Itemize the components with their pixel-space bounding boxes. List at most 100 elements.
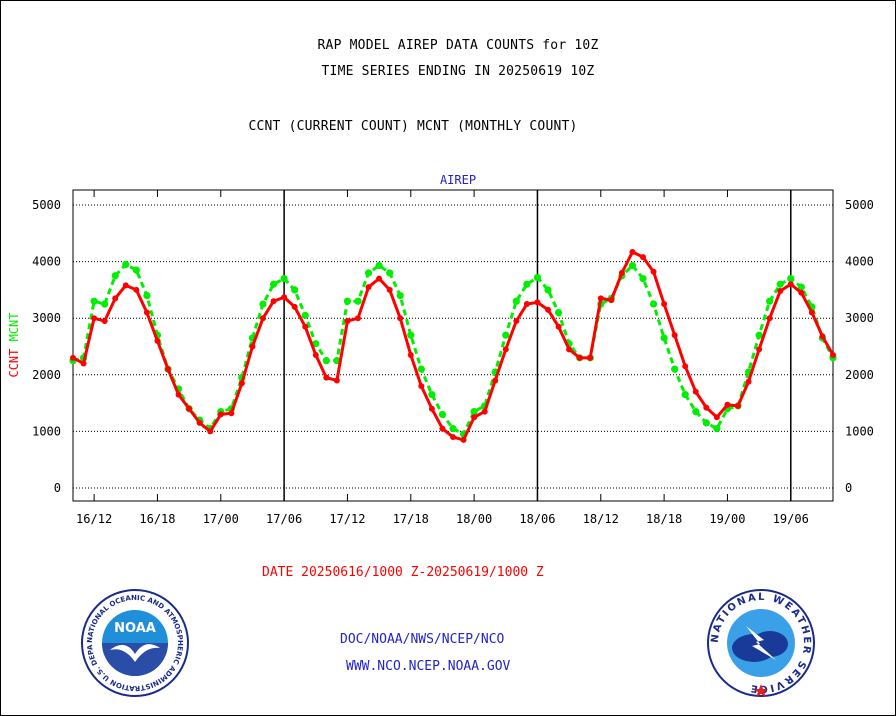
y-tick-label-right: 3000 (845, 311, 874, 325)
mcnt-data-point (797, 283, 805, 291)
mcnt-data-point (364, 269, 373, 277)
mcnt-data-point (343, 297, 352, 305)
x-tick-label: 18/00 (456, 512, 492, 526)
ccnt-data-point (80, 360, 87, 367)
mcnt-data-point (649, 300, 658, 308)
ccnt-data-point (555, 323, 562, 330)
ccnt-data-point (281, 294, 288, 301)
date-range-label: DATE 20250616/1000 Z-20250619/1000 Z (262, 565, 544, 580)
ccnt-data-point (618, 269, 625, 276)
x-tick-label: 17/06 (266, 512, 302, 526)
y-tick-label-left: 1000 (32, 424, 61, 438)
ccnt-data-point (133, 286, 140, 293)
mcnt-data-point (269, 280, 278, 288)
ccnt-data-point (819, 333, 826, 340)
mcnt-data-point (755, 331, 763, 339)
mcnt-data-point (660, 334, 668, 342)
ccnt-data-point (428, 405, 435, 412)
mcnt-data-point (787, 274, 795, 283)
ccnt-data-point (513, 318, 520, 325)
mcnt-data-point (291, 286, 299, 294)
mcnt-data-point (438, 410, 447, 419)
ccnt-data-point (724, 401, 731, 408)
mcnt-data-point (312, 340, 320, 348)
ccnt-data-point (439, 425, 446, 432)
plot-area (72, 189, 834, 502)
mcnt-data-point (702, 419, 710, 427)
ccnt-data-point (703, 404, 710, 411)
mcnt-data-point (386, 269, 394, 277)
ccnt-data-point (682, 363, 689, 370)
ccnt-data-point (186, 405, 193, 412)
ccnt-data-point (122, 282, 129, 289)
mcnt-data-point (407, 331, 415, 339)
ccnt-data-point (70, 354, 76, 361)
ccnt-data-point (365, 284, 372, 291)
ccnt-data-point (376, 275, 383, 282)
ccnt-data-point (196, 419, 203, 426)
mcnt-data-point (280, 274, 288, 283)
x-tick-label: 19/06 (773, 512, 809, 526)
y-tick-label-left: 3000 (32, 311, 61, 325)
ccnt-data-point (502, 346, 509, 353)
ccnt-data-point (608, 297, 615, 304)
ccnt-data-point (207, 428, 214, 435)
ccnt-data-point (471, 414, 478, 421)
mcnt-data-point (354, 297, 362, 305)
x-tick-label: 18/12 (583, 512, 619, 526)
ccnt-data-point (217, 411, 224, 418)
mcnt-data-point (639, 274, 647, 283)
ccnt-data-point (175, 391, 182, 398)
ccnt-data-point (597, 295, 604, 302)
x-tick-label: 17/12 (329, 512, 365, 526)
y-tick-label-right: 2000 (845, 368, 874, 382)
mcnt-data-point (111, 272, 119, 280)
ccnt-data-point (323, 374, 330, 381)
mcnt-data-point (671, 365, 679, 373)
mcnt-data-point (449, 424, 457, 433)
ccnt-data-point (492, 377, 499, 384)
ccnt-data-point (112, 295, 119, 302)
ccnt-data-point (344, 318, 351, 325)
ccnt-data-point (418, 383, 425, 390)
ccnt-data-point (291, 303, 298, 310)
ccnt-data-point (91, 315, 98, 322)
mcnt-data-point (512, 297, 520, 305)
ccnt-series-line (72, 250, 835, 442)
ccnt-data-point (386, 286, 393, 293)
x-tick-label: 17/18 (393, 512, 429, 526)
ccnt-data-point (154, 337, 161, 344)
x-tick-label: 17/00 (203, 512, 239, 526)
ccnt-axis-label: CCNT (7, 341, 21, 377)
mcnt-data-point (776, 280, 784, 288)
ccnt-data-point (143, 309, 150, 316)
mcnt-data-point (692, 407, 700, 416)
chart-title-line1: RAP MODEL AIREP DATA COUNTS for 10Z (317, 38, 599, 53)
mcnt-data-point (766, 297, 774, 305)
y-tick-label-right: 1000 (845, 424, 874, 438)
x-tick-label: 16/12 (76, 512, 112, 526)
mcnt-data-point (322, 357, 330, 365)
mcnt-data-point (628, 261, 637, 270)
ccnt-data-point (481, 408, 488, 415)
org-label: DOC/NOAA/NWS/NCEP/NCO (340, 632, 505, 647)
ccnt-data-point (460, 436, 467, 443)
ccnt-data-point (766, 315, 773, 322)
mcnt-data-point (554, 308, 563, 317)
mcnt-data-point (375, 261, 383, 270)
ccnt-data-point (661, 301, 668, 308)
ccnt-data-point (249, 343, 256, 350)
ccnt-data-point (566, 346, 573, 353)
mcnt-data-point (544, 286, 552, 294)
x-tick-label: 16/18 (139, 512, 175, 526)
ccnt-data-point (798, 289, 805, 296)
y-tick-label-right: 5000 (845, 198, 874, 212)
ccnt-data-point (745, 378, 752, 385)
ccnt-data-point (777, 288, 784, 295)
website-link[interactable]: WWW.NCO.NCEP.NOAA.GOV (346, 659, 511, 674)
ccnt-data-point (576, 354, 583, 361)
ccnt-data-point (450, 434, 456, 441)
mcnt-data-point (259, 300, 267, 308)
y-tick-label-left: 5000 (32, 198, 61, 212)
